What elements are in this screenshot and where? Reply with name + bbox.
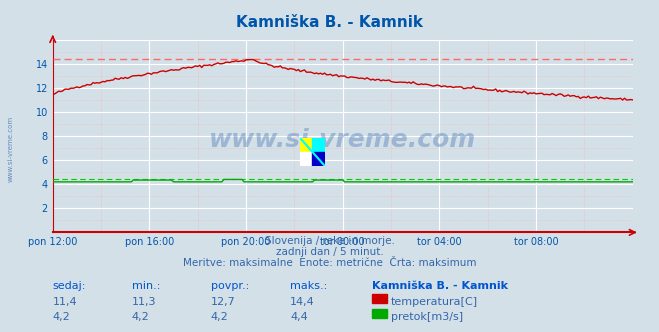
Text: 4,2: 4,2 [211,312,229,322]
Text: www.si-vreme.com: www.si-vreme.com [8,116,14,183]
Bar [312,152,325,166]
Text: pretok[m3/s]: pretok[m3/s] [391,312,463,322]
Text: Slovenija / reke in morje.: Slovenija / reke in morje. [264,236,395,246]
Text: min.:: min.: [132,281,160,290]
Text: sedaj:: sedaj: [53,281,86,290]
Bar [312,138,325,152]
Text: zadnji dan / 5 minut.: zadnji dan / 5 minut. [275,247,384,257]
Bar [372,294,387,303]
Text: maks.:: maks.: [290,281,328,290]
Text: 12,7: 12,7 [211,297,236,307]
Bar [300,152,312,166]
Text: 11,4: 11,4 [53,297,77,307]
Text: Meritve: maksimalne  Enote: metrične  Črta: maksimum: Meritve: maksimalne Enote: metrične Črta… [183,258,476,268]
Text: 11,3: 11,3 [132,297,156,307]
Text: www.si-vreme.com: www.si-vreme.com [209,128,476,152]
Text: 4,2: 4,2 [53,312,71,322]
Text: 4,2: 4,2 [132,312,150,322]
Text: 14,4: 14,4 [290,297,315,307]
Text: Kamniška B. - Kamnik: Kamniška B. - Kamnik [372,281,508,290]
Bar [300,138,312,152]
Bar [372,309,387,318]
Text: temperatura[C]: temperatura[C] [391,297,478,307]
Text: 4,4: 4,4 [290,312,308,322]
Text: povpr.:: povpr.: [211,281,249,290]
Text: Kamniška B. - Kamnik: Kamniška B. - Kamnik [236,15,423,30]
